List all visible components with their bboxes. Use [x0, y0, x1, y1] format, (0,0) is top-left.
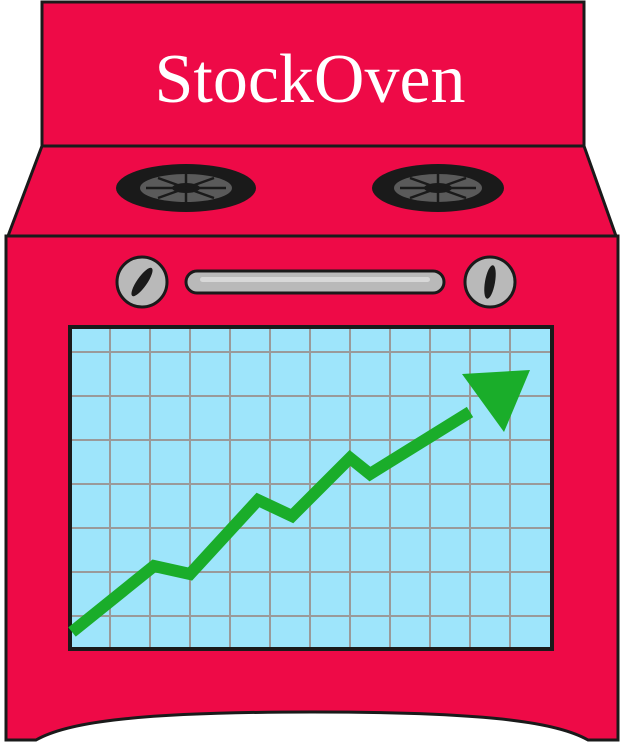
- stove-top: [5, 144, 619, 238]
- burner-right-icon: [372, 164, 504, 212]
- door-handle-highlight: [200, 277, 430, 282]
- oven-window-frame: [68, 325, 554, 651]
- trend-up-arrow-icon: [68, 370, 530, 637]
- knob-right-icon: [463, 255, 517, 309]
- burner-left-icon: [116, 164, 256, 212]
- brand-title: StockOven: [154, 41, 465, 118]
- knob-left-icon: [115, 255, 169, 309]
